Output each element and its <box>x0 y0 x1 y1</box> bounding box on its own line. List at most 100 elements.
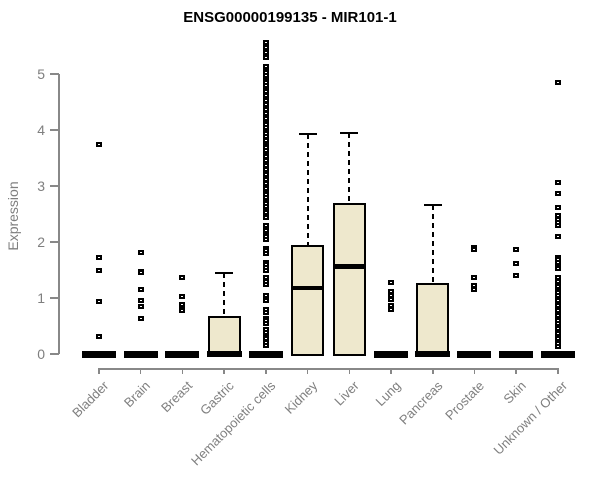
outlier-point <box>96 267 102 273</box>
x-tick <box>557 368 559 374</box>
outlier-point <box>262 281 269 287</box>
outlier-point <box>137 270 144 276</box>
y-tick-label: 1 <box>37 290 45 306</box>
box <box>207 315 241 356</box>
outlier-point <box>554 266 561 272</box>
x-tick <box>306 368 309 374</box>
x-axis-line <box>98 368 559 370</box>
whisker-cap <box>340 131 359 134</box>
y-tick <box>50 241 59 243</box>
box <box>291 244 325 356</box>
outlier-point <box>554 344 561 350</box>
outlier-point <box>137 315 144 321</box>
outlier-point <box>554 191 561 197</box>
outlier-point <box>513 261 520 267</box>
x-tick-label: Unknown / Other <box>490 378 571 458</box>
collapsed-box <box>165 351 200 358</box>
outlier-point <box>262 251 269 257</box>
outlier-point <box>554 205 561 211</box>
y-axis-line <box>58 74 60 354</box>
outlier-point <box>96 299 102 305</box>
outlier-point <box>179 294 186 300</box>
median-line <box>332 264 366 269</box>
box <box>332 202 366 356</box>
outlier-point <box>262 237 269 243</box>
y-tick-label: 5 <box>37 66 45 82</box>
collapsed-box <box>540 351 575 358</box>
whisker-cap <box>298 132 317 135</box>
outlier-point <box>554 223 561 229</box>
upper-whisker <box>431 205 434 283</box>
x-tick <box>348 368 351 374</box>
x-tick-label: Bladder <box>69 378 112 421</box>
median-line <box>415 351 451 357</box>
outlier-point <box>262 39 269 45</box>
x-tick <box>473 368 476 374</box>
outlier-point <box>137 304 144 310</box>
x-tick-label: Lung <box>372 378 404 410</box>
outlier-point <box>262 267 269 273</box>
outlier-point <box>179 275 186 281</box>
x-tick-label: Breast <box>157 378 196 416</box>
outlier-point <box>554 179 561 185</box>
collapsed-box <box>457 351 492 358</box>
outlier-point <box>471 275 478 281</box>
y-tick <box>50 185 59 187</box>
outlier-point <box>96 333 102 339</box>
x-tick-label: Prostate <box>442 378 488 423</box>
upper-whisker <box>223 272 226 316</box>
outlier-point <box>262 215 269 221</box>
y-tick-label: 2 <box>37 234 45 250</box>
outlier-point <box>96 254 102 260</box>
x-tick-label: Brain <box>121 378 154 411</box>
upper-whisker <box>306 133 309 245</box>
x-tick-label: Kidney <box>281 378 321 417</box>
outlier-point <box>554 234 561 240</box>
y-tick-label: 4 <box>37 122 45 138</box>
median-line <box>291 285 325 291</box>
outlier-point <box>513 247 520 253</box>
outlier-point <box>513 272 520 278</box>
x-tick-label: Skin <box>500 378 529 407</box>
outlier-point <box>262 72 269 78</box>
whisker-cap <box>423 204 442 207</box>
outlier-point <box>96 141 102 147</box>
whisker-cap <box>215 271 234 274</box>
x-tick <box>139 368 142 374</box>
x-tick <box>432 368 434 374</box>
y-tick <box>50 73 59 75</box>
chart-title: ENSG00000199135 - MIR101-1 <box>183 9 397 26</box>
outlier-point <box>262 297 269 303</box>
x-tick-label: Liver <box>331 378 362 409</box>
y-tick <box>50 129 59 131</box>
collapsed-box <box>374 351 409 358</box>
median-line <box>206 351 242 357</box>
outlier-point <box>262 44 269 50</box>
outlier-point <box>262 55 269 61</box>
collapsed-box <box>499 351 534 358</box>
outlier-point <box>262 309 269 315</box>
outlier-point <box>262 342 269 348</box>
outlier-point <box>388 280 395 286</box>
collapsed-box <box>82 351 116 358</box>
y-tick-label: 0 <box>37 346 45 362</box>
upper-whisker <box>348 132 351 203</box>
y-axis-label: Expression <box>5 181 21 251</box>
outlier-point <box>262 137 269 143</box>
outlier-point <box>388 296 395 302</box>
outlier-point <box>179 308 186 314</box>
outlier-point <box>262 172 269 178</box>
outlier-point <box>554 80 561 86</box>
x-tick <box>515 368 517 374</box>
x-tick-label: Gastric <box>197 378 237 418</box>
box <box>416 282 450 356</box>
outlier-point <box>388 307 395 313</box>
outlier-point <box>137 298 144 304</box>
outlier-point <box>471 247 478 253</box>
collapsed-box <box>123 351 158 358</box>
outlier-point <box>137 286 144 292</box>
x-tick <box>265 368 267 374</box>
y-tick-label: 3 <box>37 178 45 194</box>
x-tick <box>98 368 100 374</box>
